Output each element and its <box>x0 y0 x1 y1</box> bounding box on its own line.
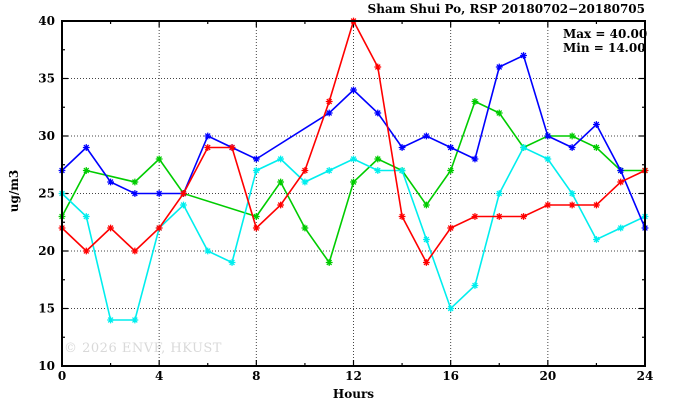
legend: Max = 40.00 Min = 14.00 <box>563 27 647 55</box>
y-tick-label: 15 <box>38 302 55 316</box>
y-tick-label: 40 <box>38 14 55 28</box>
watermark: © 2026 ENVF, HKUST <box>64 341 222 356</box>
x-tick-label: 12 <box>345 369 362 383</box>
x-tick-label: 0 <box>58 369 66 383</box>
y-tick-label: 25 <box>38 187 55 201</box>
y-tick-label: 10 <box>38 359 55 373</box>
x-tick-label: 4 <box>155 369 163 383</box>
y-tick-label: 20 <box>38 244 55 258</box>
x-axis-label: Hours <box>332 387 375 401</box>
y-axis-label: ug/m3 <box>7 169 21 213</box>
x-tick-label: 8 <box>252 369 260 383</box>
chart-title: Sham Shui Po, RSP 20180702−20180705 <box>367 2 645 16</box>
x-tick-label: 16 <box>442 369 459 383</box>
x-tick-label: 24 <box>637 369 654 383</box>
plot-border <box>61 20 646 367</box>
x-tick-label: 20 <box>539 369 556 383</box>
y-tick-label: 35 <box>38 72 55 86</box>
legend-max-label: Max = 40.00 <box>563 27 648 41</box>
series-green-line <box>61 100 645 265</box>
y-tick-label: 30 <box>38 129 55 143</box>
legend-min-label: Min = 14.00 <box>563 41 646 55</box>
